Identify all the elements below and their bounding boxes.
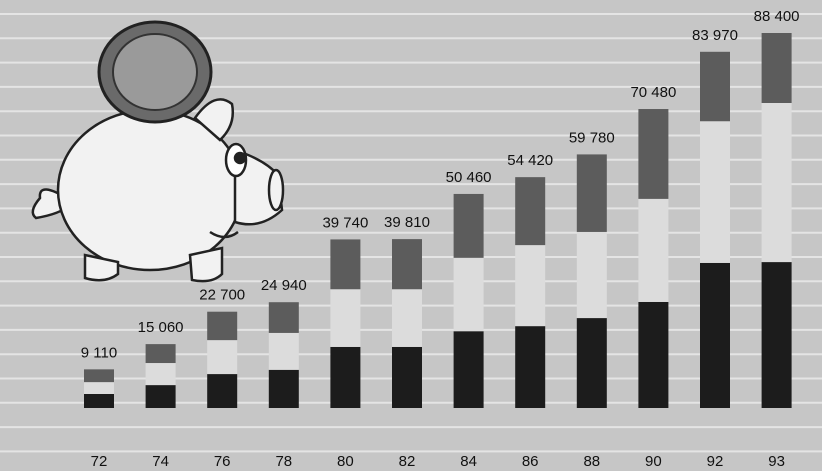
bar-segment	[146, 385, 176, 408]
bar-segment	[84, 394, 114, 408]
bar-segment	[638, 302, 668, 408]
bar-segment	[762, 103, 792, 262]
bar-segment	[269, 302, 299, 333]
bar-segment	[146, 344, 176, 363]
bar-segment	[392, 347, 422, 408]
page: 9 110 72 15 060 74 22 700 76 24 940 78 39 740 80 3…	[0, 0, 822, 471]
total-label: 22 700	[199, 287, 245, 304]
bar-segment	[330, 239, 360, 289]
bar-segment	[392, 239, 422, 289]
bar-segment	[762, 33, 792, 103]
total-label: 54 420	[507, 152, 553, 169]
total-label: 70 480	[630, 84, 676, 101]
x-tick-label: 90	[645, 453, 662, 470]
bar-segment	[515, 177, 545, 245]
bar-segment	[454, 194, 484, 258]
x-tick-label: 86	[522, 453, 539, 470]
total-label: 83 970	[692, 27, 738, 44]
total-label: 9 110	[81, 344, 117, 361]
bar-segment	[146, 363, 176, 385]
bar-segment	[84, 382, 114, 394]
bar-segment	[392, 289, 422, 347]
total-label: 39 810	[384, 214, 430, 231]
bar-segment	[638, 199, 668, 302]
bar-segment	[577, 318, 607, 408]
x-tick-label: 88	[583, 453, 600, 470]
bar-segment	[577, 232, 607, 318]
x-tick-label: 76	[214, 453, 231, 470]
x-tick-label: 80	[337, 453, 354, 470]
x-tick-label: 78	[275, 453, 292, 470]
total-label: 50 460	[446, 169, 492, 186]
total-label: 15 060	[138, 319, 184, 336]
bar-segment	[207, 374, 237, 408]
bar-segment	[515, 245, 545, 326]
bar-segment	[454, 331, 484, 408]
total-label: 88 400	[754, 8, 800, 25]
bar-segment	[700, 263, 730, 408]
bar-segment	[700, 52, 730, 121]
bar-segment	[515, 326, 545, 408]
coin-face	[113, 34, 197, 110]
x-tick-label: 92	[707, 453, 724, 470]
bar-segment	[207, 312, 237, 340]
bar-segment	[577, 154, 607, 232]
x-tick-label: 72	[91, 453, 108, 470]
total-label: 24 940	[261, 277, 307, 294]
x-tick-label: 84	[460, 453, 477, 470]
bar-segment	[330, 289, 360, 347]
chart: 9 110 72 15 060 74 22 700 76 24 940 78 39 740 80 3…	[0, 0, 822, 471]
bar-segment	[84, 369, 114, 382]
bar-segment	[269, 333, 299, 370]
bar-segment	[269, 370, 299, 408]
coin	[99, 22, 211, 122]
bar-segment	[454, 258, 484, 331]
total-label: 39 740	[322, 214, 368, 231]
x-tick-label: 82	[399, 453, 416, 470]
bar-segment	[700, 121, 730, 263]
x-tick-label: 74	[152, 453, 169, 470]
bar-segment	[638, 109, 668, 199]
x-tick-label: 93	[768, 453, 785, 470]
bar-segment	[207, 340, 237, 374]
total-label: 59 780	[569, 129, 615, 146]
bar-segment	[762, 262, 792, 408]
bar-segment	[330, 347, 360, 408]
